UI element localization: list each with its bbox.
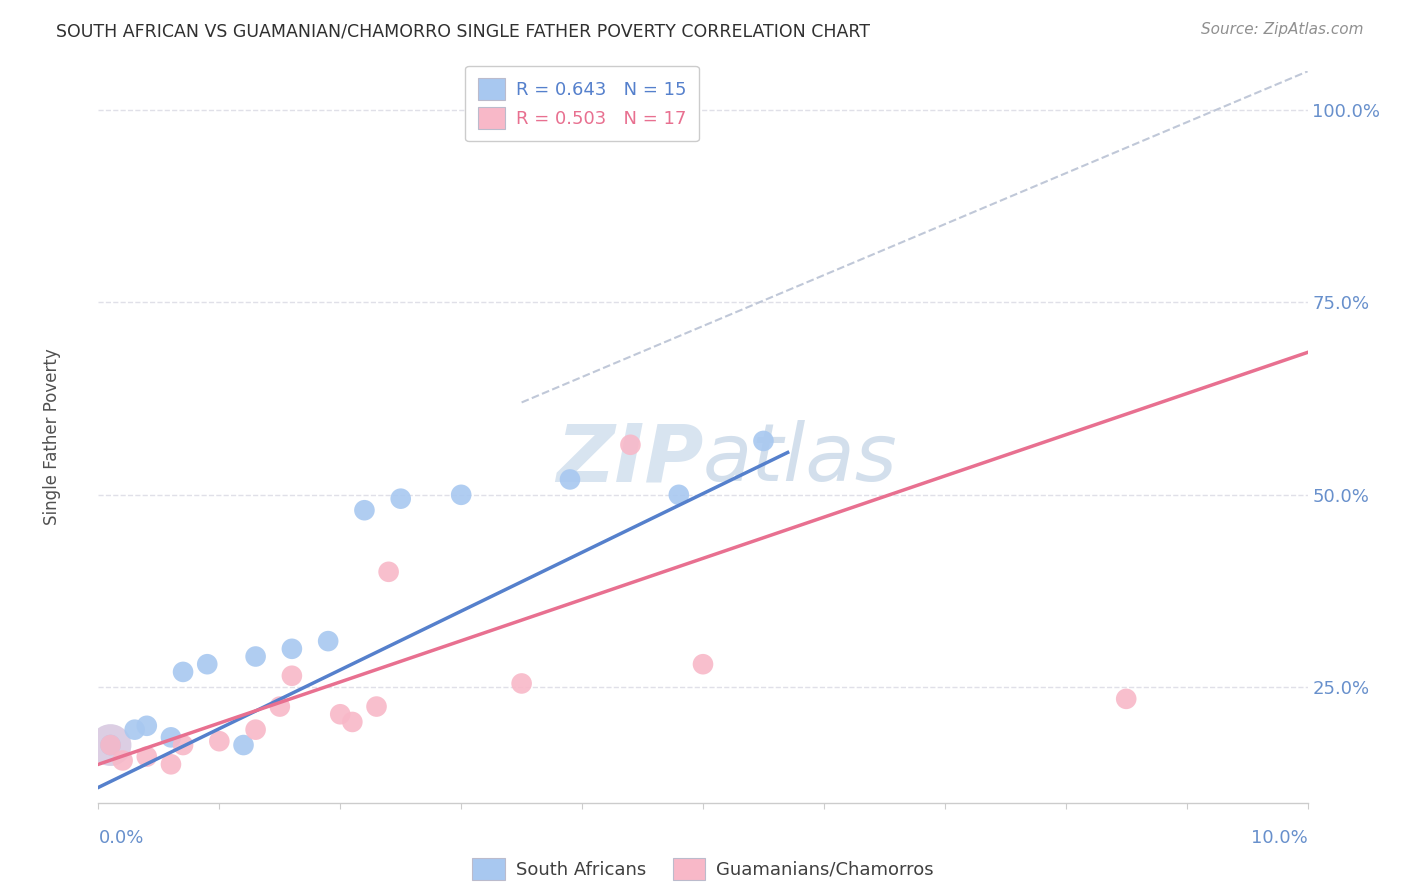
Point bbox=[281, 669, 304, 683]
Text: ZIP: ZIP bbox=[555, 420, 703, 498]
Point bbox=[111, 754, 134, 768]
Point bbox=[172, 665, 194, 679]
Point bbox=[100, 738, 122, 752]
Point bbox=[692, 657, 714, 672]
Point bbox=[377, 565, 399, 579]
Text: 0.0%: 0.0% bbox=[98, 829, 143, 847]
Point bbox=[269, 699, 291, 714]
Point bbox=[208, 734, 231, 748]
Point bbox=[342, 714, 364, 729]
Point bbox=[160, 731, 183, 745]
Point bbox=[124, 723, 146, 737]
Point bbox=[172, 738, 194, 752]
Point bbox=[100, 738, 122, 752]
Point bbox=[595, 103, 617, 117]
Text: atlas: atlas bbox=[703, 420, 898, 498]
Text: Source: ZipAtlas.com: Source: ZipAtlas.com bbox=[1201, 22, 1364, 37]
Point bbox=[619, 438, 641, 452]
Point bbox=[100, 738, 122, 752]
Point bbox=[135, 719, 157, 733]
Point bbox=[353, 503, 375, 517]
Point bbox=[450, 488, 472, 502]
Point bbox=[100, 738, 122, 752]
Point bbox=[316, 634, 339, 648]
Text: Single Father Poverty: Single Father Poverty bbox=[44, 349, 62, 525]
Legend: South Africans, Guamanians/Chamorros: South Africans, Guamanians/Chamorros bbox=[463, 849, 943, 888]
Point bbox=[329, 707, 352, 722]
Point bbox=[668, 488, 690, 502]
Point bbox=[366, 699, 388, 714]
Point bbox=[510, 676, 533, 690]
Point bbox=[752, 434, 775, 448]
Point bbox=[558, 472, 581, 486]
Point bbox=[245, 649, 267, 664]
Point bbox=[232, 738, 254, 752]
Point bbox=[389, 491, 412, 506]
Point bbox=[135, 749, 157, 764]
Text: 10.0%: 10.0% bbox=[1251, 829, 1308, 847]
Point bbox=[195, 657, 218, 672]
Point bbox=[160, 757, 183, 772]
Text: SOUTH AFRICAN VS GUAMANIAN/CHAMORRO SINGLE FATHER POVERTY CORRELATION CHART: SOUTH AFRICAN VS GUAMANIAN/CHAMORRO SING… bbox=[56, 22, 870, 40]
Point bbox=[1115, 691, 1137, 706]
Point bbox=[245, 723, 267, 737]
Point bbox=[281, 641, 304, 656]
